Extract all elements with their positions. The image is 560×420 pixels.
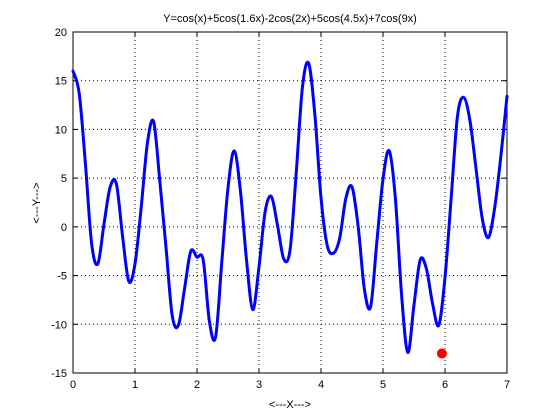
plot-frame bbox=[72, 31, 508, 374]
y-tick-label: -5 bbox=[57, 271, 67, 283]
x-axis-label: <---X---> bbox=[269, 399, 311, 411]
tick-labels: 0 1 2 3 4 5 6 7 -15 -10 -5 0 5 10 15 20 bbox=[51, 27, 510, 391]
chart-title: Y=cos(x)+5cos(1.6x)-2cos(2x)+5cos(4.5x)+… bbox=[163, 13, 417, 25]
y-tick-label: -10 bbox=[51, 319, 67, 331]
y-tick-label: 5 bbox=[61, 173, 67, 185]
x-tick-label: 5 bbox=[380, 379, 386, 391]
y-tick-label: 10 bbox=[55, 124, 67, 136]
x-tick-label: 7 bbox=[504, 379, 510, 391]
y-tick-label: 20 bbox=[55, 27, 67, 39]
ticks bbox=[72, 31, 508, 374]
y-tick-label: 15 bbox=[55, 76, 67, 88]
x-tick-label: 6 bbox=[442, 379, 448, 391]
y-tick-label: -15 bbox=[51, 368, 67, 380]
series-line bbox=[71, 60, 509, 355]
x-tick-label: 2 bbox=[194, 379, 200, 391]
x-tick-label: 0 bbox=[70, 379, 76, 391]
x-tick-label: 3 bbox=[256, 379, 262, 391]
y-tick-label: 0 bbox=[61, 222, 67, 234]
highlight-point bbox=[436, 348, 447, 359]
x-tick-label: 1 bbox=[132, 379, 138, 391]
y-axis-label: <---Y---> bbox=[31, 182, 43, 223]
x-tick-label: 4 bbox=[318, 379, 324, 391]
